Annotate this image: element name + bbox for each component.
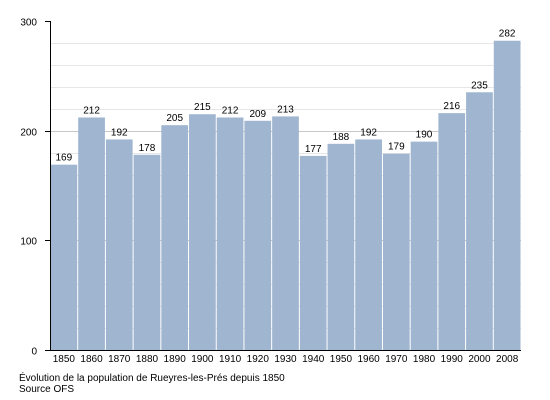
- data-label-1880: 178: [139, 143, 156, 154]
- x-tick-label-1990: 1990: [441, 354, 464, 365]
- bar-2008: [493, 40, 521, 351]
- data-label-1860: 212: [83, 106, 100, 117]
- bar-1960: [355, 139, 382, 350]
- bar-1940: [299, 155, 327, 350]
- bar-1930: [272, 116, 299, 350]
- bar-1970: [382, 153, 410, 350]
- data-labels: 169 212 192 178 205 215 212 209 213 177 188 192 179 1…: [56, 29, 516, 164]
- bar-1880: [133, 154, 161, 350]
- bar-1920: [244, 120, 272, 351]
- data-label-1980: 190: [416, 130, 433, 141]
- bar-1890: [161, 125, 189, 350]
- chart-source: Source OFS: [19, 384, 75, 395]
- x-tick-label-1950: 1950: [330, 354, 353, 365]
- data-label-1990: 216: [443, 101, 460, 112]
- data-label-1900: 215: [194, 102, 211, 113]
- bar-2000: [466, 92, 493, 351]
- data-label-1940: 177: [305, 144, 322, 155]
- x-tick-label-1970: 1970: [385, 354, 408, 365]
- x-tick-label-1940: 1940: [302, 354, 325, 365]
- data-label-2008: 282: [499, 29, 516, 40]
- bar-1860: [78, 117, 105, 350]
- data-label-2000: 235: [471, 80, 488, 91]
- x-tick-label-2000: 2000: [468, 354, 491, 365]
- bar-1850: [50, 164, 78, 350]
- bars: [50, 40, 521, 351]
- x-tick-label-1980: 1980: [413, 354, 436, 365]
- bar-1870: [105, 139, 133, 350]
- data-label-1850: 169: [56, 153, 73, 164]
- x-tick-label-1890: 1890: [164, 354, 187, 365]
- axes: 0 100 200 300 1850 1860 1870 1880 1890 1900 1910 19…: [20, 18, 521, 365]
- bar-1950: [327, 143, 355, 350]
- x-tick-label-1850: 1850: [53, 354, 76, 365]
- bar-1980: [410, 141, 438, 350]
- data-label-1920: 209: [249, 109, 266, 120]
- x-tick-label-2008: 2008: [496, 354, 519, 365]
- data-label-1890: 205: [166, 113, 183, 124]
- bar-1900: [189, 114, 216, 350]
- y-tick-label: 200: [20, 128, 37, 139]
- data-label-1910: 212: [222, 106, 239, 117]
- x-tick-label-1900: 1900: [191, 354, 214, 365]
- data-label-1930: 213: [277, 104, 294, 115]
- x-tick-label-1960: 1960: [357, 354, 380, 365]
- y-tick-label: 300: [20, 18, 37, 29]
- bar-1910: [216, 117, 244, 350]
- x-tick-label-1860: 1860: [80, 354, 103, 365]
- x-tick-label-1870: 1870: [108, 354, 131, 365]
- x-tick-label-1930: 1930: [274, 354, 297, 365]
- data-label-1970: 179: [388, 142, 405, 153]
- x-tick-label-1920: 1920: [247, 354, 270, 365]
- data-label-1960: 192: [360, 127, 377, 138]
- chart-caption: Évolution de la population de Rueyres-le…: [19, 373, 285, 384]
- x-tick-label-1880: 1880: [136, 354, 159, 365]
- y-tick-label: 0: [31, 347, 37, 358]
- bar-1990: [438, 113, 466, 351]
- x-tick-label-1910: 1910: [219, 354, 242, 365]
- y-tick-label: 100: [20, 237, 37, 248]
- data-label-1870: 192: [111, 127, 128, 138]
- data-label-1950: 188: [333, 132, 350, 143]
